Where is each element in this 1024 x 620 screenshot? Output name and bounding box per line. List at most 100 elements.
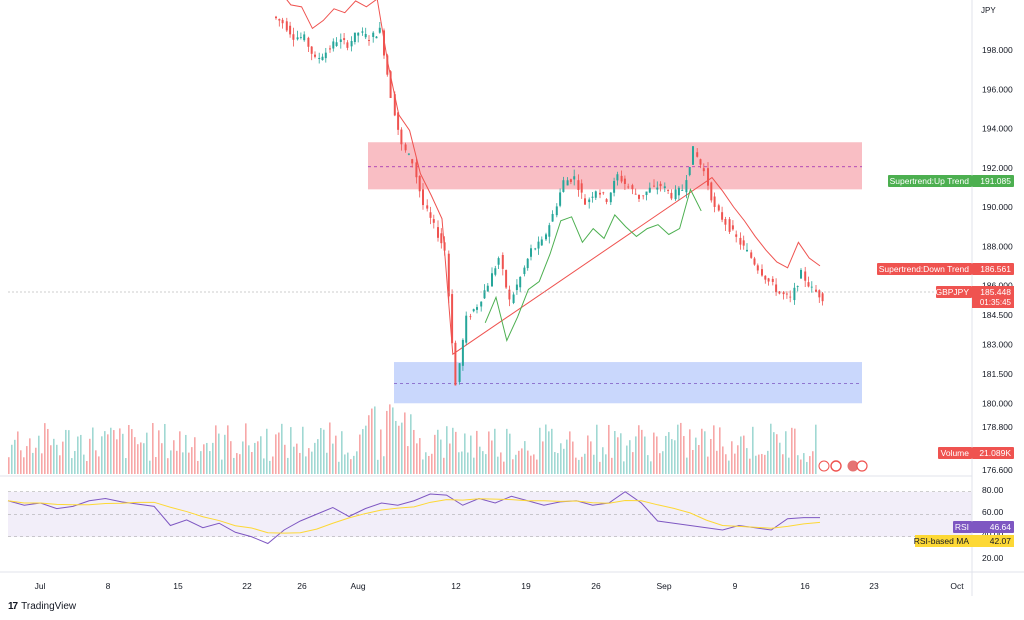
volume-bar [248, 445, 250, 474]
volume-bar [227, 425, 229, 474]
lightning-icon[interactable] [818, 460, 830, 472]
candle-body [335, 42, 338, 46]
price-axis[interactable]: 198.000 196.000 194.000 192.000 190.000 188.0… [982, 45, 1013, 475]
volume-bar [743, 435, 745, 474]
volume-bar [527, 450, 529, 474]
volume-bar [326, 452, 328, 474]
volume-bar [62, 441, 64, 474]
candle-body [530, 248, 532, 257]
volume-bar [101, 436, 103, 474]
volume-bar [581, 456, 583, 474]
candle-body [696, 152, 699, 157]
volume-bar [149, 460, 151, 474]
candle-body [512, 294, 515, 303]
supertrend-down-value: 186.561 [980, 264, 1011, 274]
volume-bar [641, 429, 643, 474]
volume-bar [599, 461, 601, 474]
candle-body [620, 175, 623, 182]
candle-body [281, 19, 284, 24]
volume-bar [551, 428, 553, 474]
volume-bar [215, 425, 217, 474]
volume-bar [221, 459, 223, 474]
candle-body [739, 237, 742, 245]
rsi-value: 46.64 [990, 522, 1012, 532]
candle-body [594, 191, 597, 198]
candle-body [555, 206, 558, 216]
rsi-tick-label: 20.00 [982, 553, 1004, 563]
time-axis[interactable]: Jul 8 15 22 26 Aug 12 19 26 Sep 9 16 23 Oct [35, 581, 965, 591]
candle-body [515, 284, 518, 291]
candle-body [497, 258, 500, 265]
volume-bar [71, 458, 73, 474]
candle-body [447, 253, 450, 297]
volume-bar [761, 453, 763, 474]
price-tick-label: 183.000 [982, 339, 1013, 349]
candle-body [523, 267, 526, 275]
volume-bar [209, 451, 211, 474]
rsi-ma-label-bg [915, 535, 972, 547]
volume-bar [335, 435, 337, 474]
price-tick-label: 184.500 [982, 310, 1013, 320]
symbol-label-bg [936, 286, 972, 298]
currency-label: JPY [981, 6, 996, 15]
volume-bar [536, 459, 538, 474]
volume-bar [701, 428, 703, 474]
candle-body [321, 56, 324, 61]
volume-bar [677, 424, 679, 474]
volume-bar [500, 452, 502, 474]
volume-bar [20, 450, 22, 474]
candle-body [750, 252, 753, 258]
volume-bar [53, 438, 55, 474]
price-tick-label: 196.000 [982, 84, 1013, 94]
event-flag-icon-2[interactable] [856, 460, 868, 472]
supertrend-down-label: Supertrend:Down Trend [879, 264, 970, 274]
tradingview-brand[interactable]: 17 TradingView [8, 601, 76, 612]
candle-body [656, 187, 659, 190]
candle-body [324, 52, 327, 59]
candle-body [303, 34, 306, 41]
candle-body [526, 258, 529, 269]
rsi-tick-label: 40.00 [982, 529, 1004, 539]
volume-bar [419, 438, 421, 474]
candle-body [372, 32, 375, 37]
event-icons[interactable] [818, 459, 868, 473]
candle-body [623, 178, 626, 184]
volume-bar [713, 425, 715, 474]
volume-label-bg [938, 447, 972, 459]
volume-bar [332, 443, 334, 474]
candle-body [753, 258, 756, 265]
volume-bar [245, 423, 247, 474]
candle-body [717, 205, 720, 211]
candle-body [357, 32, 360, 36]
candle-body [329, 48, 331, 50]
volume-bar [203, 444, 205, 474]
supertrend-up-label-bg [888, 175, 972, 187]
rsi-tick-label: 80.00 [982, 485, 1004, 495]
volume-bar [806, 461, 808, 474]
event-flag-icon[interactable] [830, 460, 842, 472]
rsi-line [7, 491, 820, 545]
candle-body [588, 199, 591, 203]
volume-value-bg [972, 447, 1014, 459]
volume-bar [542, 441, 544, 474]
candle-body [426, 205, 429, 209]
volume-bar [11, 444, 13, 474]
price-tick-label: 198.000 [982, 45, 1013, 55]
volume-bar [362, 429, 364, 474]
volume-bar [671, 439, 673, 474]
time-tick-label: 9 [733, 581, 738, 591]
candle-body [742, 240, 745, 246]
time-tick-label: 15 [173, 581, 183, 591]
candle-body [728, 219, 731, 232]
candle-body [404, 144, 407, 151]
volume-bar [722, 446, 724, 474]
candle-body [648, 187, 651, 193]
candle-body [508, 289, 511, 300]
volume-bar [380, 429, 382, 474]
volume-bar [608, 424, 610, 474]
price-tick-label: 181.500 [982, 369, 1013, 379]
time-tick-label: 26 [591, 581, 601, 591]
candle-body [476, 307, 478, 310]
candle-body [472, 309, 475, 312]
